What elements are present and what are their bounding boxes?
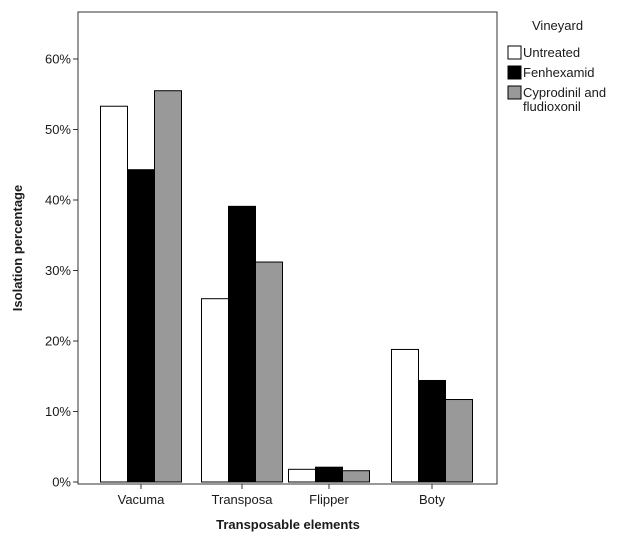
legend-label: fludioxonil bbox=[523, 99, 581, 114]
y-tick-label: 0% bbox=[52, 475, 71, 490]
y-tick-label: 10% bbox=[45, 404, 71, 419]
bar-boty-fenhexamid bbox=[418, 379, 446, 483]
x-tick-label: Transposa bbox=[212, 492, 274, 507]
y-axis: 0% 10% 20% 30% 40% 50% 60% bbox=[45, 52, 78, 490]
bar-flipper-cyprodinil-and-fludioxonil bbox=[342, 470, 370, 483]
bar-transposa-cyprodinil-and-fludioxonil bbox=[255, 261, 283, 483]
x-tick-label: Vacuma bbox=[118, 492, 165, 507]
legend-label: Cyprodinil and bbox=[523, 85, 606, 100]
bar-vacuma-fenhexamid bbox=[127, 169, 155, 483]
x-tick-label: Flipper bbox=[309, 492, 349, 507]
y-tick-label: 20% bbox=[45, 334, 71, 349]
bar-group bbox=[100, 90, 473, 483]
bar-flipper-untreated bbox=[288, 468, 316, 483]
bar-vacuma-cyprodinil-and-fludioxonil bbox=[154, 90, 182, 483]
bar-transposa-untreated bbox=[201, 298, 229, 483]
legend-title: Vineyard bbox=[532, 18, 583, 33]
y-tick-label: 60% bbox=[45, 52, 71, 67]
y-tick-label: 30% bbox=[45, 263, 71, 278]
x-axis: Vacuma Transposa Flipper Boty bbox=[118, 484, 446, 507]
x-tick-label: Boty bbox=[419, 492, 446, 507]
y-tick-label: 50% bbox=[45, 122, 71, 137]
y-axis-title: Isolation percentage bbox=[10, 185, 25, 311]
legend-swatch bbox=[507, 45, 522, 60]
legend-label: Fenhexamid bbox=[523, 65, 595, 80]
legend-swatch bbox=[507, 65, 522, 80]
bar-boty-cyprodinil-and-fludioxonil bbox=[445, 399, 473, 483]
y-tick-label: 40% bbox=[45, 193, 71, 208]
bar-boty-untreated bbox=[391, 348, 419, 483]
bar-flipper-fenhexamid bbox=[315, 466, 343, 483]
legend-swatch bbox=[507, 85, 522, 100]
bar-vacuma-untreated bbox=[100, 105, 128, 483]
x-axis-title: Transposable elements bbox=[216, 517, 360, 532]
bar-transposa-fenhexamid bbox=[228, 205, 256, 483]
legend: Vineyard Untreated Fenhexamid Cyprodinil a… bbox=[507, 18, 606, 114]
legend-label: Untreated bbox=[523, 45, 580, 60]
